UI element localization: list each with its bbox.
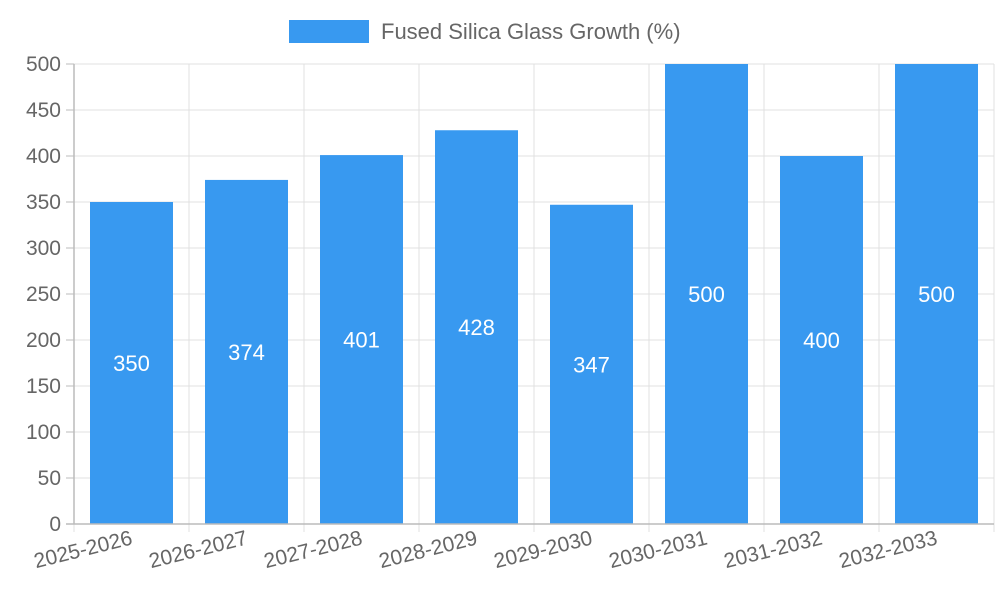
bars: 350 374 401 428 347 500 400 500 (90, 64, 978, 525)
y-tick-label: 50 (38, 467, 61, 490)
bar-2026-2027[interactable] (205, 179, 288, 525)
y-tick-label: 450 (26, 99, 61, 122)
y-tick-label: 500 (26, 53, 61, 76)
bar-2031-2032[interactable] (780, 156, 863, 524)
bar-2032-2033[interactable] (895, 64, 978, 524)
x-tick-label: 2027-2028 (262, 527, 365, 574)
y-tick-label: 0 (49, 513, 61, 536)
data-label: 500 (918, 282, 955, 307)
bar-2025-2026[interactable] (90, 202, 173, 524)
x-tick-label: 2029-2030 (492, 527, 595, 574)
legend-label: Fused Silica Glass Growth (%) (381, 19, 681, 44)
data-label: 500 (688, 282, 725, 307)
y-tick-label: 200 (26, 329, 61, 352)
data-label: 428 (458, 315, 495, 340)
x-axis-ticks: 2025-2026 2026-2027 2027-2028 2028-2029 2029… (32, 527, 940, 574)
x-tick-label: 2026-2027 (147, 527, 250, 574)
data-label: 401 (343, 328, 380, 353)
bar-2028-2029[interactable] (435, 130, 518, 525)
data-label: 374 (228, 340, 265, 365)
bar-2027-2028[interactable] (320, 155, 403, 524)
data-label: 350 (113, 351, 150, 376)
bar-2029-2030[interactable] (550, 204, 633, 524)
y-tick-label: 250 (26, 283, 61, 306)
legend[interactable]: Fused Silica Glass Growth (%) (289, 19, 681, 44)
y-axis-ticks: 0 50 100 150 200 250 300 350 400 450 500 (26, 53, 74, 536)
bar-2030-2031[interactable] (665, 64, 748, 524)
y-tick-label: 100 (26, 421, 61, 444)
x-tick-label: 2031-2032 (722, 527, 825, 574)
x-tick-label: 2025-2026 (32, 527, 135, 574)
y-tick-label: 400 (26, 145, 61, 168)
data-label: 400 (803, 328, 840, 353)
x-tick-label: 2032-2033 (837, 527, 940, 574)
data-label: 347 (573, 352, 610, 377)
y-tick-label: 300 (26, 237, 61, 260)
y-tick-label: 150 (26, 375, 61, 398)
y-tick-label: 350 (26, 191, 61, 214)
x-tick-label: 2030-2031 (607, 527, 710, 574)
x-tick-label: 2028-2029 (377, 527, 480, 574)
legend-swatch (289, 20, 369, 43)
